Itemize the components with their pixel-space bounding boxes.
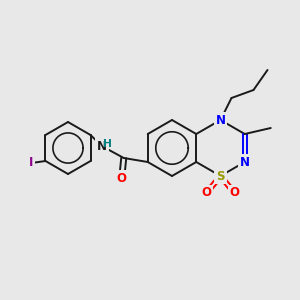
- Text: O: O: [117, 172, 127, 184]
- Text: I: I: [29, 157, 34, 169]
- Text: O: O: [202, 187, 212, 200]
- Text: O: O: [230, 187, 239, 200]
- Text: S: S: [216, 169, 225, 182]
- Text: N: N: [215, 113, 226, 127]
- Text: N: N: [97, 140, 107, 152]
- Text: N: N: [240, 155, 250, 169]
- Text: H: H: [103, 139, 112, 149]
